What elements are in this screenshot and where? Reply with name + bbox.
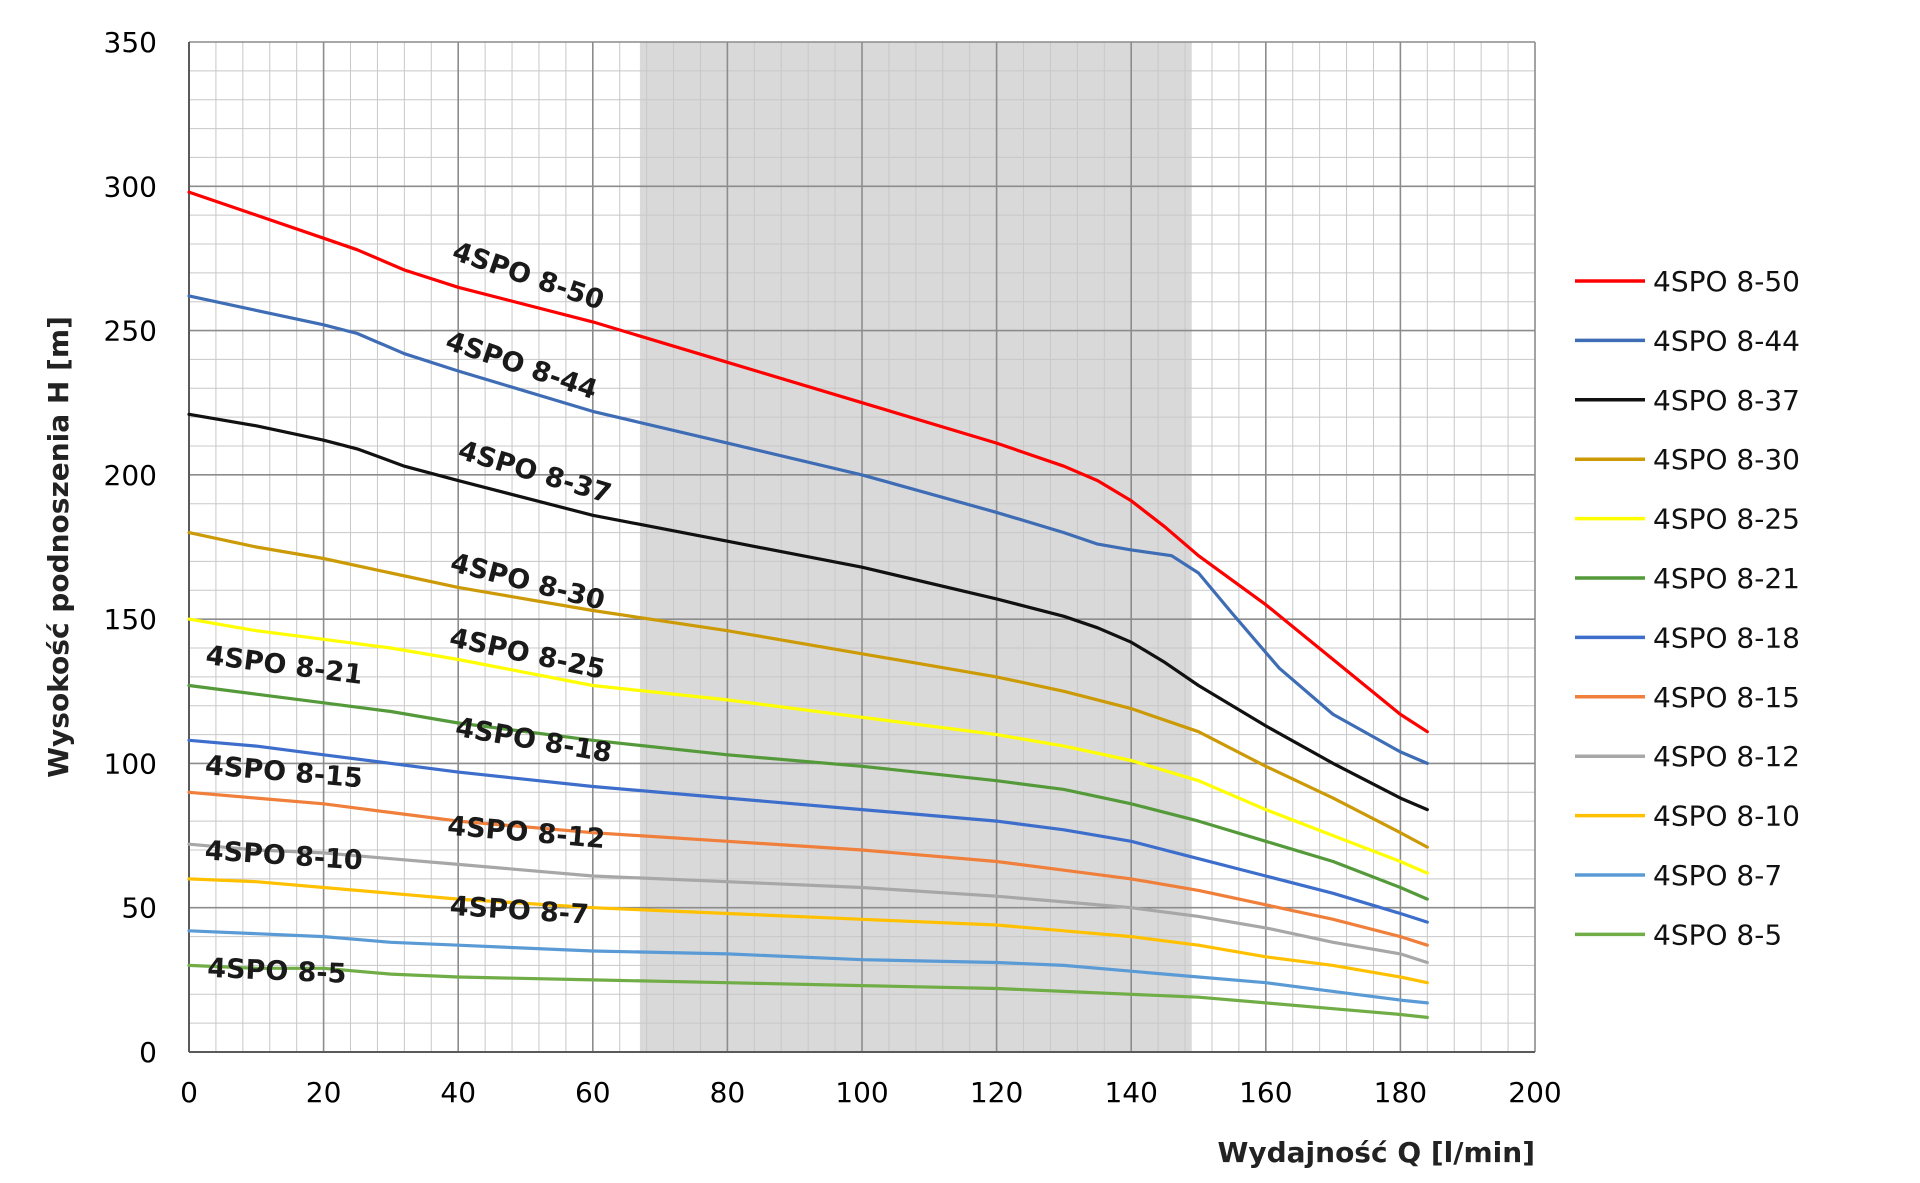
x-tick-label: 0 xyxy=(180,1076,198,1109)
series-line xyxy=(187,929,1429,1005)
series-line xyxy=(187,683,1429,901)
legend-label: 4SPO 8-37 xyxy=(1653,384,1800,417)
legend-label: 4SPO 8-25 xyxy=(1653,503,1800,536)
y-tick-label: 100 xyxy=(104,747,157,780)
series-line xyxy=(187,790,1429,947)
legend-label: 4SPO 8-5 xyxy=(1653,918,1782,951)
x-tick-label: 80 xyxy=(710,1076,746,1109)
legend: 4SPO 8-50 4SPO 8-44 4SPO 8-37 4SPO 8-30 4SPO… xyxy=(1575,265,1800,951)
x-tick-label: 140 xyxy=(1104,1076,1157,1109)
y-tick-label: 250 xyxy=(104,315,157,348)
series-line xyxy=(187,190,1429,734)
x-tick-label: 200 xyxy=(1508,1076,1561,1109)
legend-label: 4SPO 8-15 xyxy=(1653,681,1800,714)
y-tick-label: 350 xyxy=(104,26,157,59)
series-line xyxy=(187,412,1429,812)
y-tick-label: 200 xyxy=(104,459,157,492)
x-axis-label: Wydajność Q [l/min] xyxy=(1217,1136,1535,1169)
legend-label: 4SPO 8-44 xyxy=(1653,324,1800,357)
series-line xyxy=(187,963,1429,1019)
series-line xyxy=(187,877,1429,985)
series-line xyxy=(187,294,1429,765)
legend-label: 4SPO 8-7 xyxy=(1653,859,1782,892)
legend-label: 4SPO 8-18 xyxy=(1653,621,1800,654)
legend-label: 4SPO 8-50 xyxy=(1653,265,1800,298)
x-tick-label: 100 xyxy=(835,1076,888,1109)
series-line xyxy=(187,738,1429,924)
x-tick-label: 160 xyxy=(1239,1076,1292,1109)
x-tick-label: 120 xyxy=(970,1076,1023,1109)
y-tick-label: 300 xyxy=(104,170,157,203)
legend-label: 4SPO 8-12 xyxy=(1653,740,1800,773)
series-line xyxy=(187,531,1429,849)
x-tick-label: 20 xyxy=(306,1076,342,1109)
y-tick-label: 50 xyxy=(121,892,157,925)
x-tick-label: 40 xyxy=(440,1076,476,1109)
x-tick-label: 60 xyxy=(575,1076,611,1109)
series-line xyxy=(187,617,1429,875)
curve-label: 4SPO 8-5 xyxy=(207,953,347,990)
y-tick-label: 0 xyxy=(139,1036,157,1069)
y-tick-label: 150 xyxy=(104,603,157,636)
legend-label: 4SPO 8-21 xyxy=(1653,562,1800,595)
x-tick-label: 180 xyxy=(1374,1076,1427,1109)
y-axis-label: Wysokość podnoszenia H [m] xyxy=(42,316,75,778)
series-line xyxy=(187,842,1429,965)
legend-label: 4SPO 8-30 xyxy=(1653,443,1800,476)
legend-label: 4SPO 8-10 xyxy=(1653,800,1800,833)
